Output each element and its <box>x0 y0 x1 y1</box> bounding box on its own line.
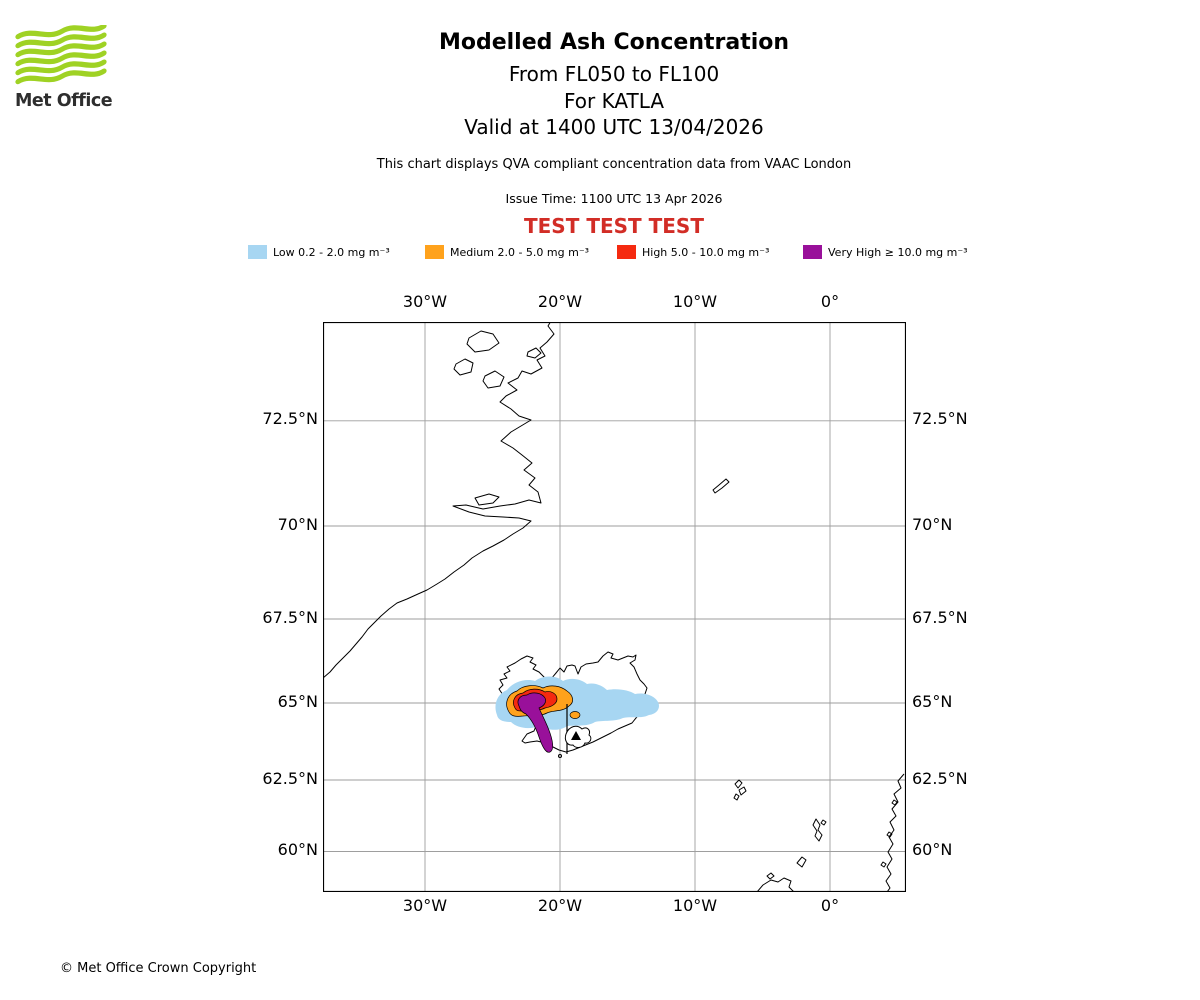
test-banner: TEST TEST TEST <box>524 214 704 238</box>
y-tick-right: 67.5°N <box>912 608 968 627</box>
greenland-island <box>482 370 505 389</box>
legend-item-medium: Medium 2.0 - 5.0 mg m⁻³ <box>425 244 589 260</box>
legend-item-low: Low 0.2 - 2.0 mg m⁻³ <box>248 244 390 260</box>
faroe-islands <box>738 786 747 796</box>
chart-description: This chart displays QVA compliant concen… <box>376 157 852 172</box>
y-tick-right: 72.5°N <box>912 409 968 428</box>
norway-islet <box>886 831 893 838</box>
gridlines <box>323 322 906 892</box>
legend-swatch-low <box>248 245 267 259</box>
ash-contour-very-high <box>517 692 553 753</box>
map-panel <box>322 315 907 893</box>
y-tick-left: 67.5°N <box>262 608 318 627</box>
faroe-islands <box>734 779 743 789</box>
hebrides-islet <box>796 856 807 868</box>
legend-swatch-very-high-rect <box>803 245 822 259</box>
y-tick-right: 70°N <box>912 515 953 534</box>
orkney-islet <box>766 872 775 880</box>
legend-label-high: High 5.0 - 10.0 mg m⁻³ <box>642 245 770 259</box>
x-tick-top: 0° <box>820 292 840 311</box>
y-tick-left: 72.5°N <box>262 409 318 428</box>
met-office-logo: Met Office <box>15 23 125 111</box>
legend-swatch-very-high <box>803 245 822 259</box>
legend-label-low: Low 0.2 - 2.0 mg m⁻³ <box>273 245 390 259</box>
volcano-marker <box>571 731 581 740</box>
legend-swatch-medium <box>425 245 444 259</box>
x-tick-bottom: 0° <box>820 896 840 915</box>
norway-islet <box>880 861 887 868</box>
map-svg <box>322 315 907 893</box>
greenland-island <box>526 347 542 359</box>
y-tick-left: 65°N <box>277 692 318 711</box>
copyright-notice: © Met Office Crown Copyright <box>60 961 257 976</box>
legend-item-very-high: Very High ≥ 10.0 mg m⁻³ <box>803 244 968 260</box>
y-tick-right: 62.5°N <box>912 769 968 788</box>
y-tick-right: 65°N <box>912 692 953 711</box>
logo-waves-icon <box>15 23 107 85</box>
x-tick-bottom: 20°W <box>537 896 583 915</box>
x-tick-top: 10°W <box>672 292 718 311</box>
legend-item-high: High 5.0 - 10.0 mg m⁻³ <box>617 244 769 260</box>
ash-contour-medium-patch <box>569 711 581 719</box>
y-tick-left: 70°N <box>277 515 318 534</box>
map-border <box>322 321 907 893</box>
title-valid-time: Valid at 1400 UTC 13/04/2026 <box>464 115 764 139</box>
x-tick-top: 30°W <box>402 292 448 311</box>
jan-mayen-island <box>712 478 730 494</box>
issue-time: Issue Time: 1100 UTC 13 Apr 2026 <box>505 191 723 206</box>
page-title: Modelled Ash Concentration <box>438 30 790 55</box>
logo-wordmark: Met Office <box>15 91 113 111</box>
y-tick-right: 60°N <box>912 840 953 859</box>
title-volcano: For KATLA <box>564 89 664 113</box>
ash-plume <box>495 676 659 754</box>
vestmannaeyjar-islet <box>558 754 562 758</box>
title-flight-levels: From FL050 to FL100 <box>508 62 720 86</box>
legend-swatch-high-rect <box>617 245 636 259</box>
shetland-islet <box>820 819 827 826</box>
y-tick-left: 60°N <box>277 840 318 859</box>
norway-islet <box>891 799 898 806</box>
shetland-islands <box>812 818 823 842</box>
legend-label-medium: Medium 2.0 - 5.0 mg m⁻³ <box>450 245 590 259</box>
faroe-islands <box>733 793 740 801</box>
coastlines <box>322 315 905 893</box>
legend-swatch-high <box>617 245 636 259</box>
scotland-coast-fragment <box>756 877 795 893</box>
legend-swatch-medium-rect <box>425 245 444 259</box>
x-tick-bottom: 10°W <box>672 896 718 915</box>
legend-swatch-low-rect <box>248 245 267 259</box>
greenland-island <box>466 330 500 353</box>
greenland-coastline <box>322 315 555 679</box>
x-tick-bottom: 30°W <box>402 896 448 915</box>
legend-label-very-high: Very High ≥ 10.0 mg m⁻³ <box>828 245 968 259</box>
x-tick-top: 20°W <box>537 292 583 311</box>
y-tick-left: 62.5°N <box>262 769 318 788</box>
greenland-island <box>453 358 474 376</box>
greenland-fjord-island <box>474 493 500 506</box>
